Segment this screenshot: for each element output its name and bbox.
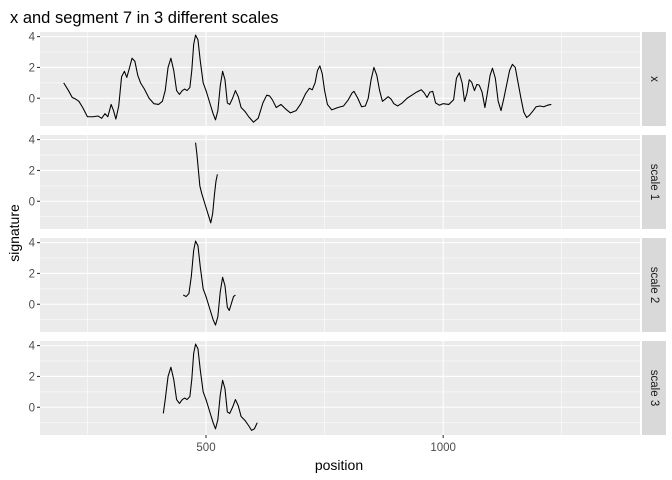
facet-strip-label: scale 1 — [648, 164, 660, 200]
y-tick-label: 4 — [29, 135, 36, 147]
series-line — [195, 142, 218, 224]
facet-strip-label: scale 2 — [648, 267, 660, 303]
x-tick-label: 1000 — [430, 442, 456, 454]
panel-background — [40, 341, 640, 435]
chart-title: x and segment 7 in 3 different scales — [10, 9, 278, 27]
y-tick-label: 2 — [29, 62, 35, 74]
facet-strip-label: scale 3 — [648, 370, 660, 406]
series-line — [162, 343, 258, 431]
facet-strip — [642, 238, 666, 332]
y-axis-title: signature — [6, 204, 22, 262]
y-tick-label: 4 — [29, 32, 36, 44]
y-tick-label: 0 — [29, 402, 35, 414]
facet-panel: 0 2 4 scale 3 — [29, 341, 666, 435]
x-axis: 500 1000 — [196, 435, 456, 454]
panel-background — [40, 135, 640, 229]
x-axis-title: position — [315, 457, 363, 473]
y-tick-label: 0 — [29, 93, 35, 105]
facet-strip — [642, 32, 666, 126]
x-tick-label: 500 — [196, 442, 215, 454]
y-tick-label: 4 — [29, 341, 36, 353]
facet-strip-label: x — [648, 76, 660, 82]
panel-background — [40, 32, 640, 126]
facet-panel: 0 2 4 scale 2 — [29, 238, 666, 332]
y-tick-label: 2 — [29, 165, 35, 177]
facet-strip — [642, 135, 666, 229]
y-tick-label: 2 — [29, 371, 35, 383]
y-tick-label: 4 — [29, 238, 36, 250]
y-tick-label: 0 — [29, 299, 35, 311]
facet-strip — [642, 341, 666, 435]
facet-panels: 0 2 4 x 0 2 4 scale 1 0 2 4 scale 2 0 2 4 scale 3 — [29, 32, 666, 435]
facet-panel: 0 2 4 x — [29, 32, 666, 126]
series-line — [182, 240, 236, 326]
panel-background — [40, 238, 640, 332]
facet-panel: 0 2 4 scale 1 — [29, 135, 666, 229]
series-line — [63, 34, 552, 123]
y-tick-label: 2 — [29, 268, 35, 280]
y-tick-label: 0 — [29, 196, 35, 208]
